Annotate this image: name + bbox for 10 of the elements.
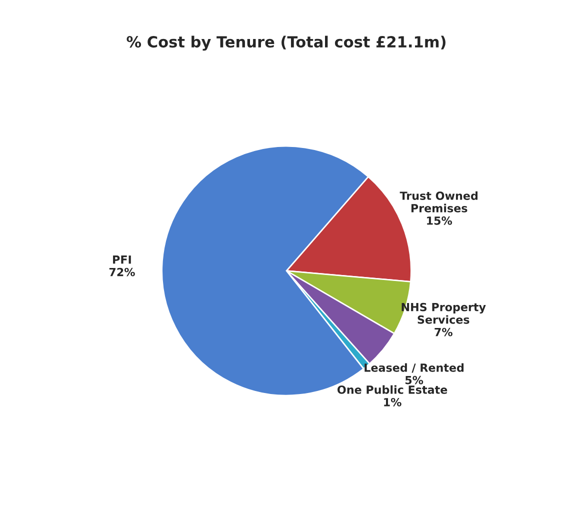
data-label: 5% xyxy=(405,376,424,384)
data-label: 72% xyxy=(109,268,135,276)
data-label: 15% xyxy=(427,216,452,225)
slice-label: Leased / Rented xyxy=(364,363,464,373)
slice-label: Trust Owned Premises xyxy=(400,191,478,212)
data-label: 7% xyxy=(434,328,452,336)
slice-label: PFI xyxy=(113,256,131,264)
chart-title: % Cost by Tenure (Total cost £21.1m) xyxy=(126,36,446,51)
slice-label: One Public Estate xyxy=(337,385,448,394)
data-label: 1% xyxy=(384,398,402,406)
